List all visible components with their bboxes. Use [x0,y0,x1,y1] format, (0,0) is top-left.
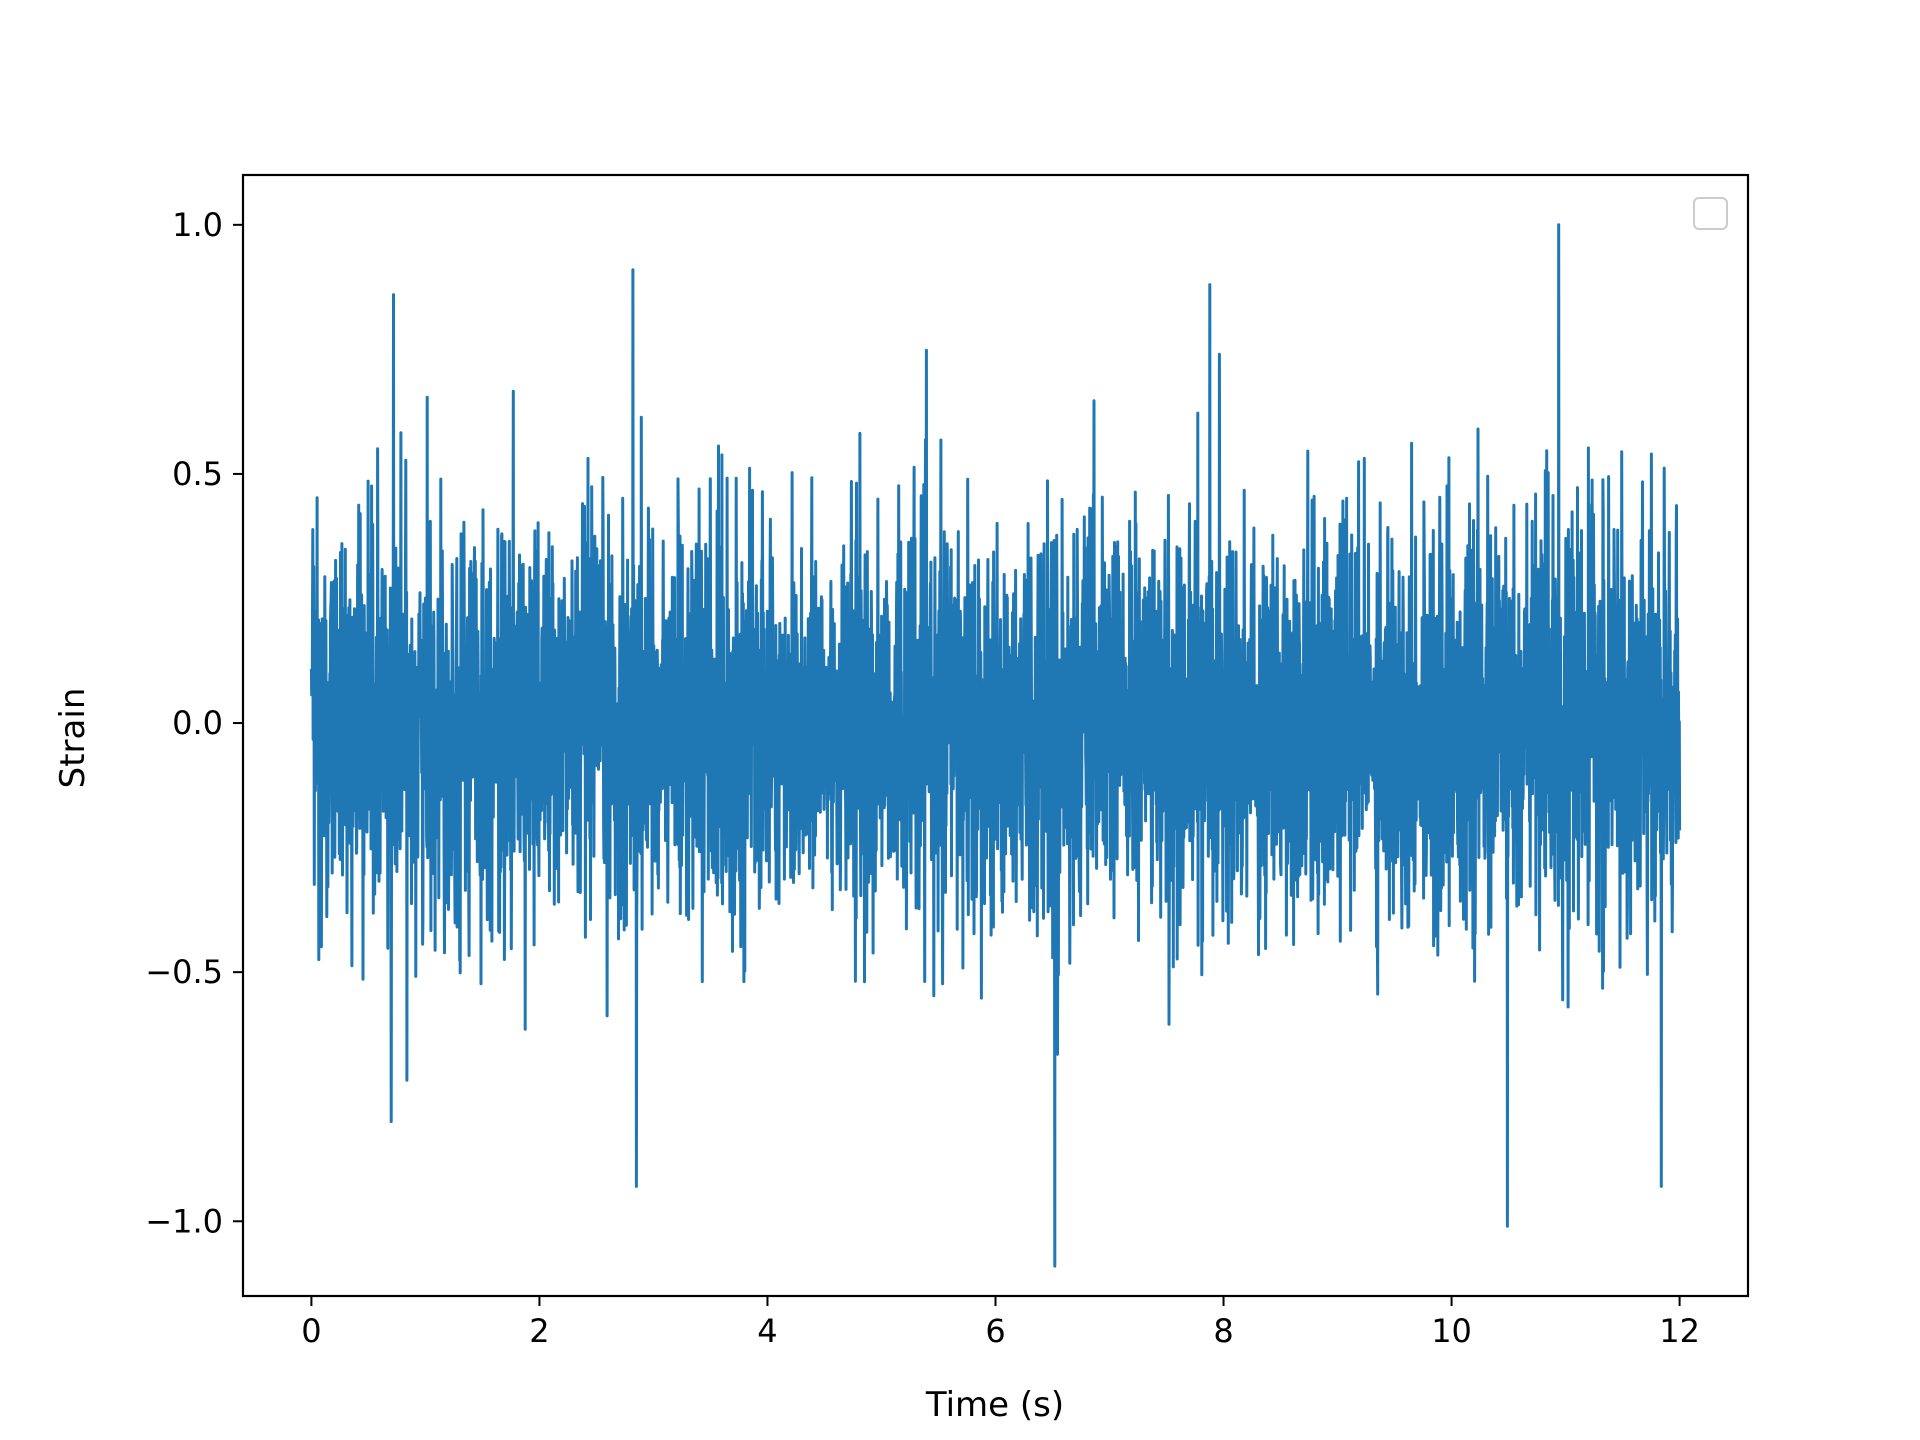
x-tick-label: 2 [529,1312,549,1350]
plot-area [309,223,1682,1268]
y-tick-label: −1.0 [145,1202,223,1240]
x-axis: 0 2 4 6 8 10 12 [301,1296,1700,1350]
y-axis: −1.0 −0.5 0.0 0.5 1.0 [145,206,243,1240]
legend-box [1693,197,1728,230]
strain-series-line [309,223,1682,1268]
y-tick-label: 1.0 [172,206,223,244]
x-tick-label: 0 [301,1312,321,1350]
x-axis-label: Time (s) [925,1385,1064,1425]
y-tick-label: 0.0 [172,704,223,742]
x-tick-label: 4 [757,1312,777,1350]
x-tick-label: 6 [985,1312,1005,1350]
x-tick-label: 12 [1659,1312,1700,1350]
x-tick-label: 8 [1213,1312,1233,1350]
x-tick-label: 10 [1431,1312,1472,1350]
y-tick-label: −0.5 [145,953,223,991]
y-axis-label: Strain [53,688,93,789]
y-tick-label: 0.5 [172,455,223,493]
